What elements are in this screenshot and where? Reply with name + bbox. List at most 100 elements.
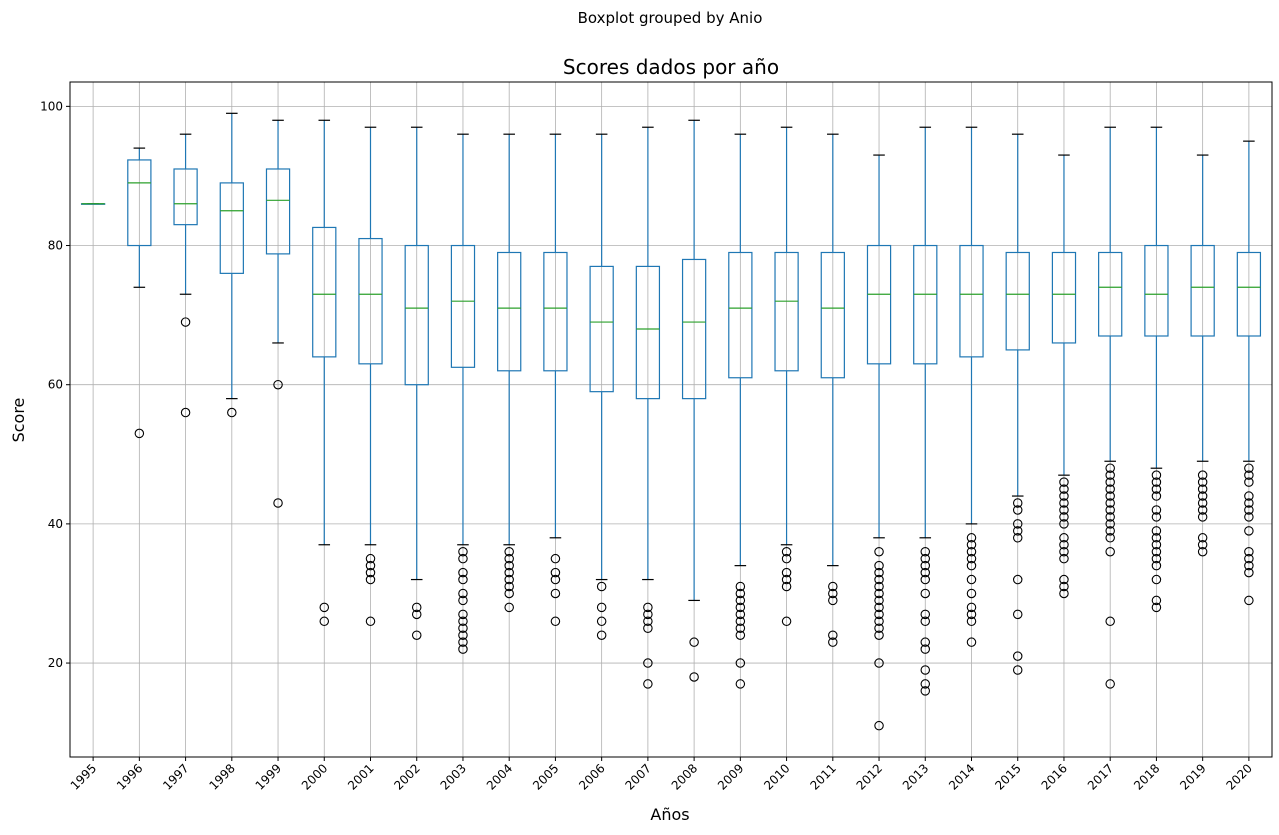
flier-point [874,595,884,606]
flier-point [319,602,330,613]
x-tick-label: 2008 [669,761,700,792]
box-iqr [358,237,383,365]
box-iqr [219,182,244,274]
flier-point [874,567,884,578]
x-tick-label: 2013 [900,761,931,792]
flier-point [643,658,653,668]
boxes-layer [80,112,1262,731]
flier-point [735,609,746,620]
box-2015 [1005,133,1030,675]
flier-point [1012,526,1023,536]
x-tick-label: 2004 [484,761,515,792]
flier-point [1151,602,1162,613]
flier-point [550,574,561,585]
flier-point [411,602,422,613]
flier-point [1105,533,1115,543]
flier-point [1151,484,1162,494]
flier-point [735,658,746,668]
flier-point [596,630,607,640]
flier-point [874,560,884,571]
box-iqr [127,159,152,247]
x-tick-label: 2018 [1131,761,1162,792]
flier-point [458,595,468,606]
flier-point [781,567,792,578]
flier-point [874,658,884,668]
flier-point [411,630,422,640]
x-tick-label: 2016 [1039,761,1070,792]
flier-point [1059,574,1069,585]
flier-point [643,623,653,634]
chart-suptitle: Boxplot grouped by Anio [578,9,763,27]
flier-point [134,428,145,439]
flier-point [874,630,884,640]
box-iqr [1098,251,1123,337]
flier-point [1059,581,1069,592]
flier-point [735,595,746,606]
flier-point [920,609,931,620]
flier-point [319,616,330,627]
flier-point [504,546,514,557]
x-tick-label: 2011 [807,761,838,792]
flier-point [1105,484,1115,494]
flier-point [1244,546,1254,557]
box-2012 [866,154,892,731]
x-tick-label: 2014 [946,761,977,792]
box-iqr [312,226,337,358]
flier-point [920,665,931,675]
flier-point [1151,512,1162,522]
flier-point [1244,567,1254,578]
x-tick-label: 2002 [391,761,422,792]
flier-point [966,588,977,599]
flier-point [966,546,977,557]
flier-point [1012,665,1023,675]
flier-point [1105,512,1115,522]
box-iqr [497,251,522,372]
flier-point [1244,498,1254,508]
x-tick-label: 2001 [345,761,376,792]
flier-point [458,623,468,634]
flier-point [735,616,746,627]
flier-point [828,588,838,599]
flier-point [596,602,607,613]
flier-point [504,553,514,564]
y-axis-label: Score [9,398,28,443]
box-iqr [1051,251,1077,344]
flier-point [365,553,376,564]
flier-point [1105,616,1115,627]
flier-point [458,553,468,564]
flier-point [1197,498,1208,508]
grid-layer [70,82,1272,757]
flier-point [1105,470,1115,480]
flier-point [1197,512,1208,522]
flier-point [180,317,191,327]
flier-point [458,574,468,585]
flier-point [1151,477,1162,487]
flier-point [643,616,653,627]
flier-point [180,407,191,418]
flier-point [735,630,746,640]
box-2006 [589,133,614,640]
x-tick-label: 2010 [761,761,792,792]
box-2011 [820,133,845,647]
flier-point [1197,533,1208,543]
flier-point [1197,477,1208,487]
box-2010 [774,126,799,627]
box-1998 [219,112,244,418]
x-axis-label: Años [650,805,689,824]
box-iqr [265,168,291,255]
flier-point [966,637,977,647]
flier-point [1151,470,1162,480]
chart-title: Scores dados por año [563,55,779,79]
flier-point [1012,533,1023,543]
box-2003 [450,133,476,654]
flier-point [1059,519,1069,529]
flier-point [920,686,931,696]
flier-point [643,679,653,689]
box-iqr [635,265,661,400]
flier-point [550,588,561,599]
flier-point [874,609,884,620]
box-2001 [358,126,383,627]
flier-point [458,588,468,599]
box-iqr [1144,244,1169,337]
box-2019 [1190,154,1215,557]
